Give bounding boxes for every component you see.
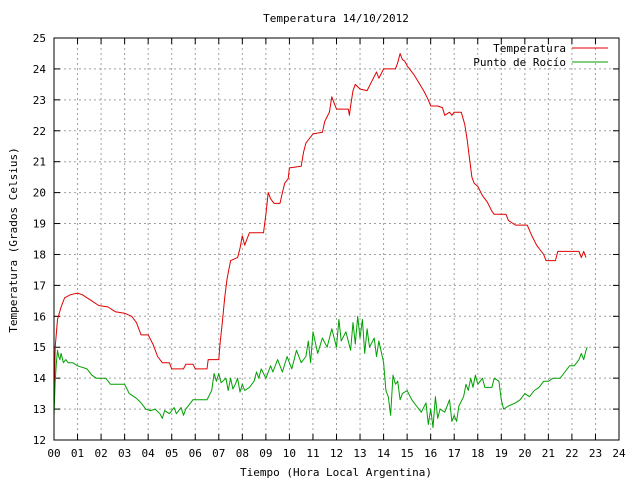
grid [54, 38, 619, 440]
y-tick-label: 12 [33, 434, 46, 447]
x-tick-label: 00 [47, 447, 60, 460]
y-tick-label: 17 [33, 279, 46, 292]
x-tick-label: 08 [236, 447, 249, 460]
x-tick-label: 07 [212, 447, 225, 460]
series-line-temperatura [53, 53, 587, 403]
y-tick-label: 19 [33, 218, 46, 231]
y-tick-label: 23 [33, 94, 46, 107]
y-tick-label: 21 [33, 156, 46, 169]
x-tick-label: 24 [612, 447, 626, 460]
y-tick-label: 20 [33, 187, 46, 200]
y-tick-label: 15 [33, 341, 46, 354]
series-line-punto-de-rocio [53, 315, 588, 429]
x-tick-label: 21 [542, 447, 555, 460]
y-tick-label: 18 [33, 248, 46, 261]
x-tick-label: 06 [189, 447, 202, 460]
x-tick-label: 22 [565, 447, 578, 460]
y-tick-label: 14 [33, 372, 47, 385]
x-tick-label: 23 [589, 447, 602, 460]
y-tick-label: 22 [33, 125, 46, 138]
chart-title: Temperatura 14/10/2012 [263, 12, 409, 25]
x-tick-label: 01 [71, 447, 84, 460]
x-tick-label: 13 [353, 447, 366, 460]
legend-label-temperatura: Temperatura [493, 42, 566, 55]
y-tick-label: 24 [33, 63, 47, 76]
x-tick-labels: 00 01 02 03 04 05 06 07 08 09 10 11 12 13 14 15 16 17 18 19… [47, 447, 626, 460]
x-tick-label: 19 [495, 447, 508, 460]
x-tick-label: 20 [518, 447, 531, 460]
x-tick-label: 04 [142, 447, 156, 460]
legend-label-punto-de-rocio: Punto de Rocío [473, 56, 566, 69]
plot-frame [53, 37, 620, 441]
x-tick-label: 14 [377, 447, 391, 460]
x-tick-label: 12 [330, 447, 343, 460]
x-tick-label: 03 [118, 447, 131, 460]
x-tick-label: 10 [283, 447, 296, 460]
x-tick-label: 09 [259, 447, 272, 460]
y-axis-label: Temperatura (Grados Celsius) [7, 147, 20, 332]
y-tick-label: 25 [33, 32, 46, 45]
x-tick-label: 11 [306, 447, 319, 460]
x-tick-label: 17 [448, 447, 461, 460]
x-axis-label: Tiempo (Hora Local Argentina) [240, 466, 432, 479]
y-tick-labels: 12 13 14 15 16 17 18 19 20 21 22 23 24 25 [33, 32, 47, 447]
x-tick-label: 02 [94, 447, 107, 460]
y-tick-label: 13 [33, 403, 46, 416]
series-lines [53, 53, 588, 429]
y-tick-label: 16 [33, 310, 46, 323]
x-tick-label: 15 [401, 447, 414, 460]
legend: Temperatura Punto de Rocío [473, 42, 608, 69]
x-tick-label: 05 [165, 447, 178, 460]
x-tick-label: 16 [424, 447, 437, 460]
x-tick-label: 18 [471, 447, 484, 460]
